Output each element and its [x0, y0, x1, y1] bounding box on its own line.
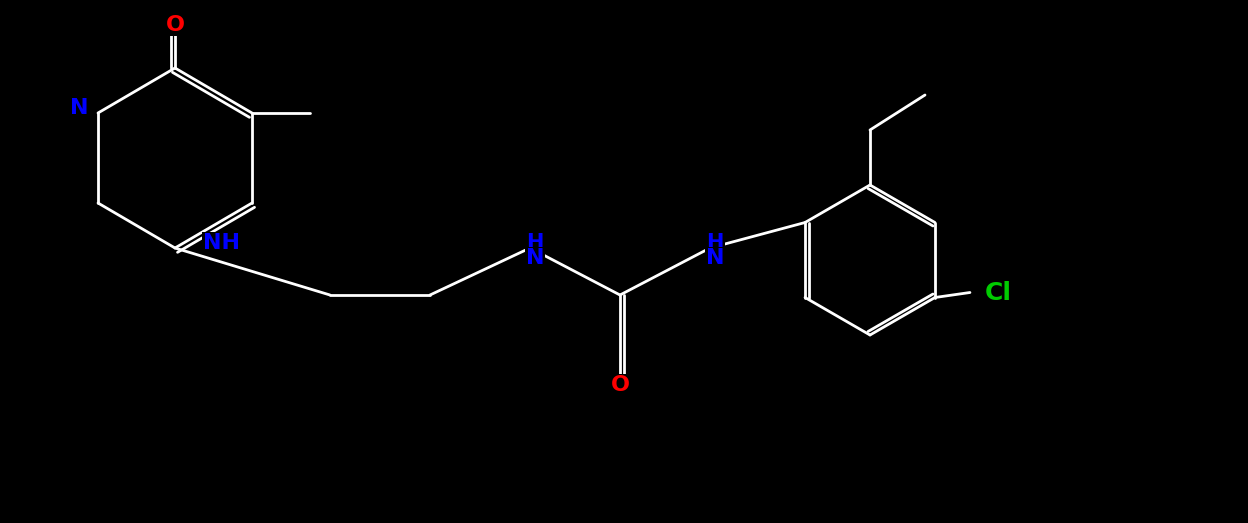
Text: N: N [525, 248, 544, 268]
Text: NH: NH [203, 233, 240, 253]
Text: O: O [166, 15, 185, 35]
Text: H: H [527, 233, 544, 253]
Text: Cl: Cl [985, 280, 1012, 304]
Text: N: N [706, 248, 724, 268]
Text: H: H [706, 233, 724, 253]
Text: N: N [70, 98, 89, 118]
Text: O: O [610, 375, 629, 395]
